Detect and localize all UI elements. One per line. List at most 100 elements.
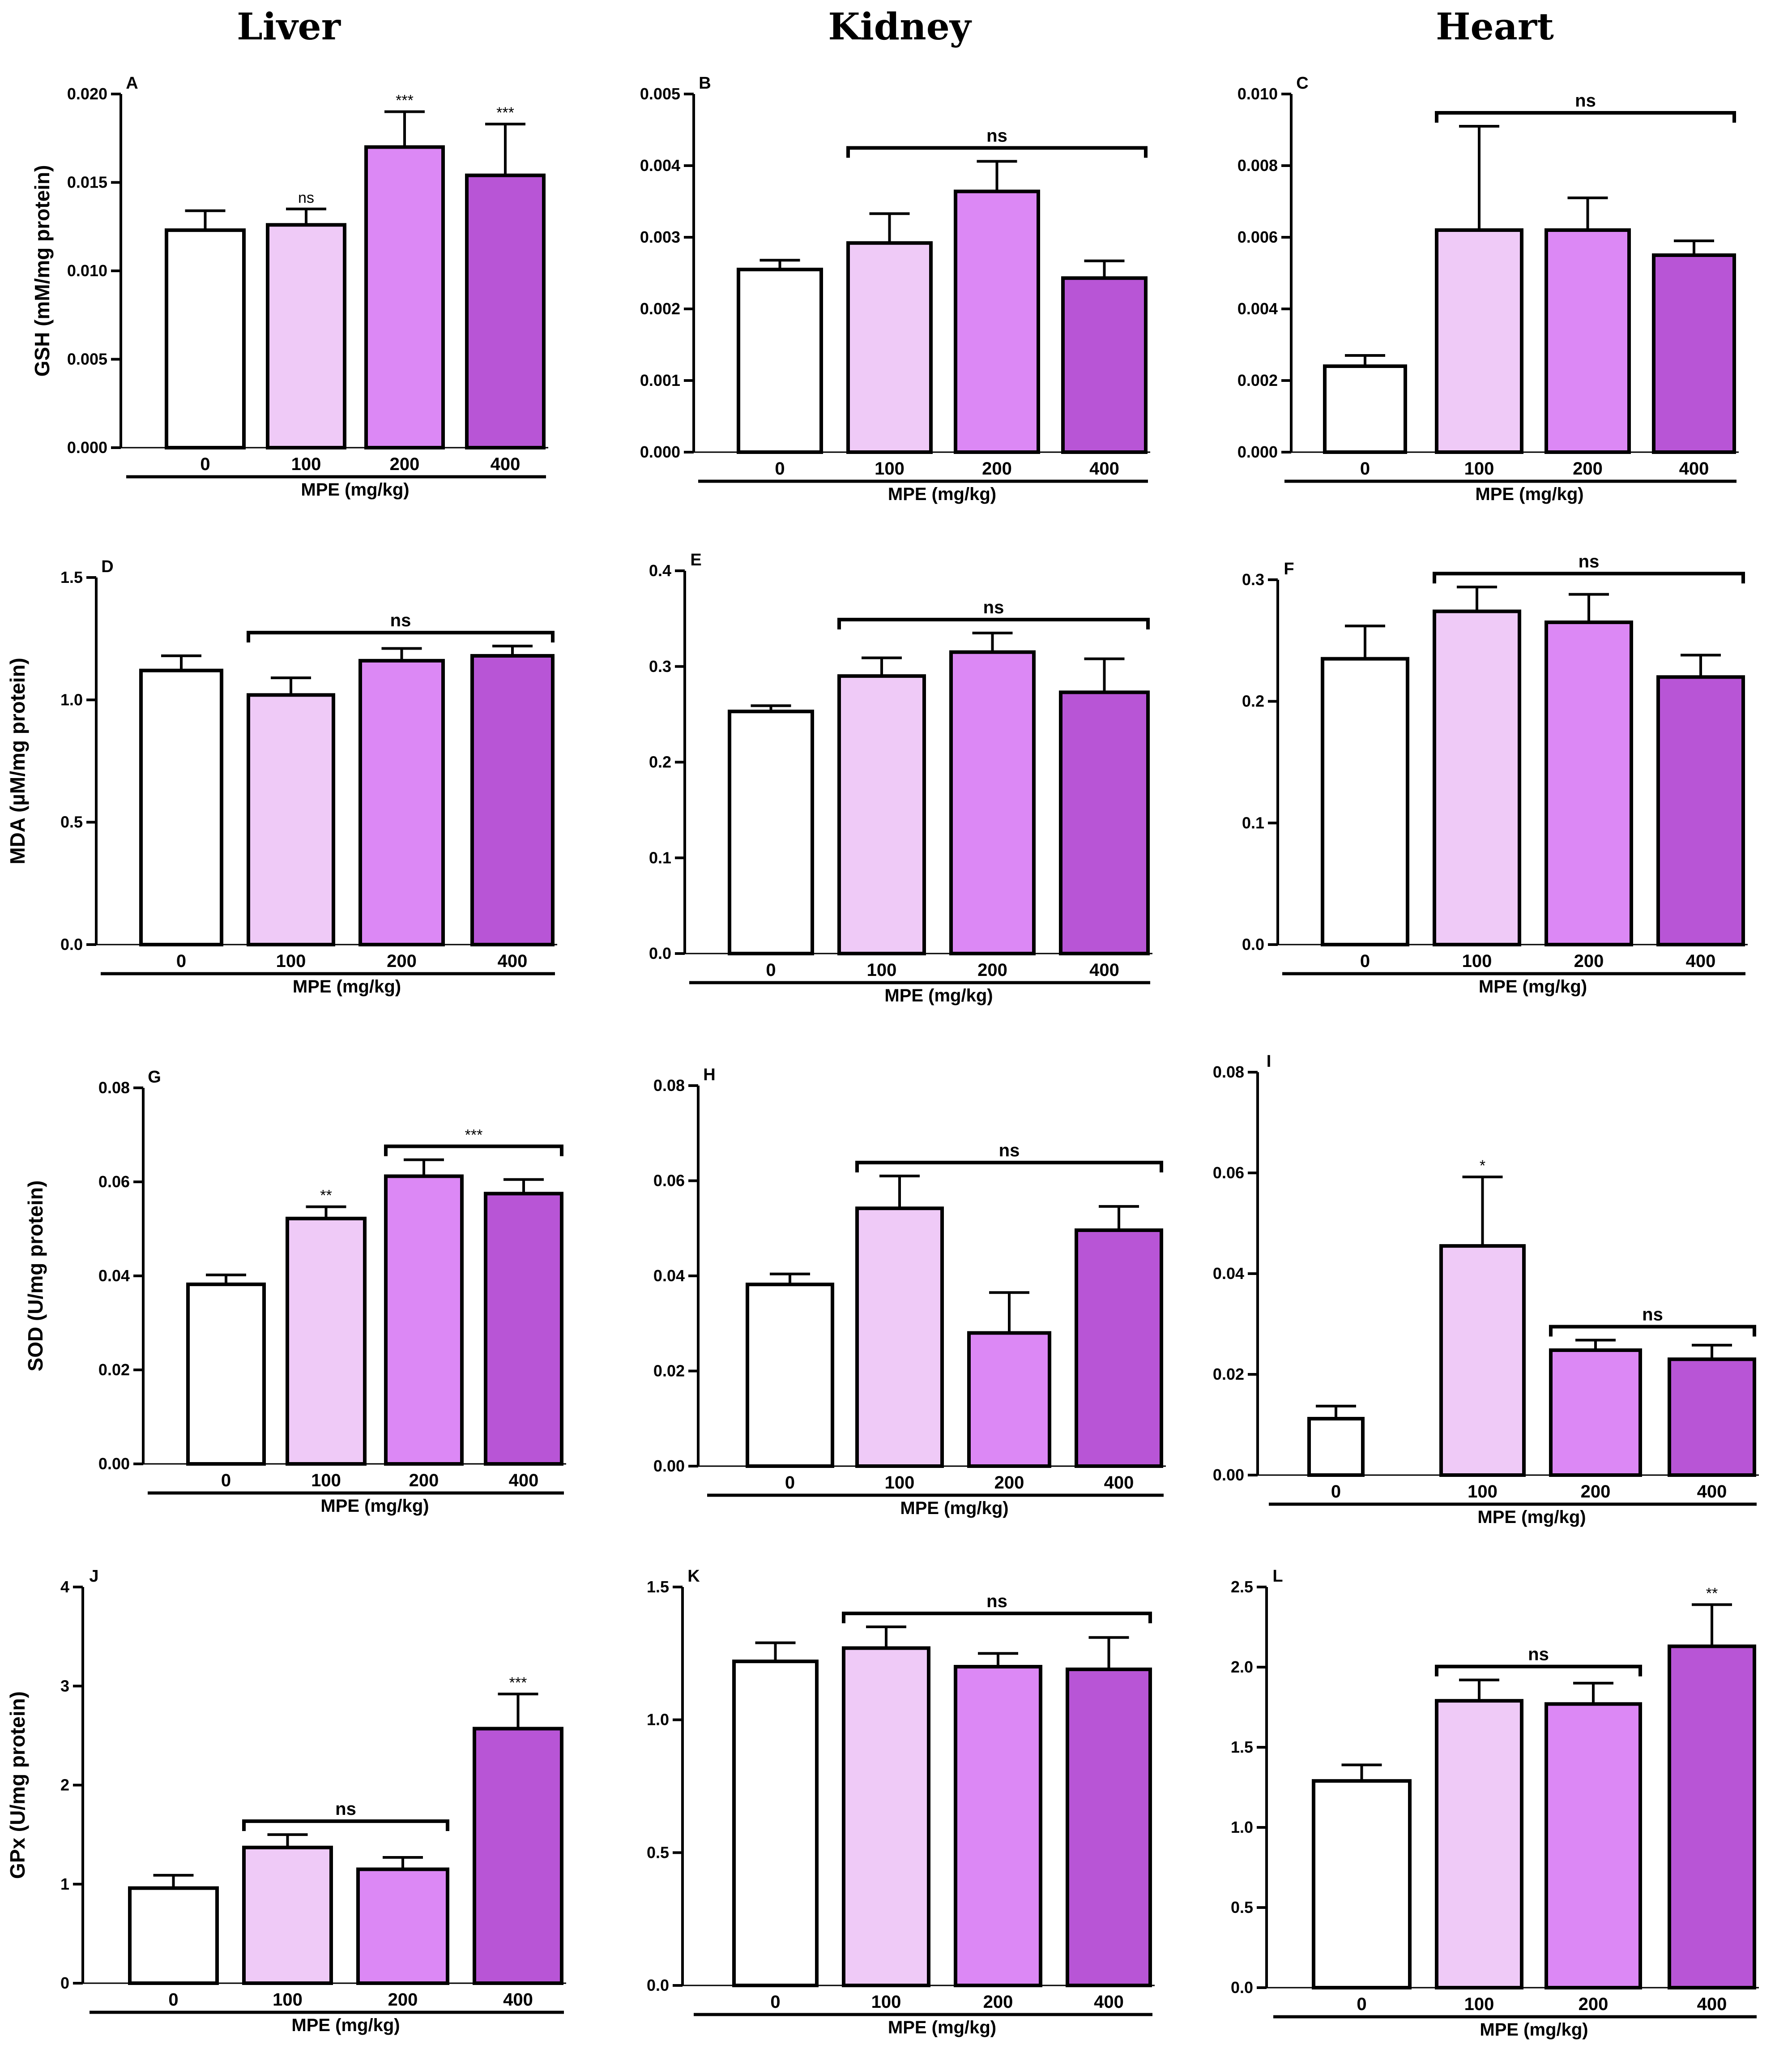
y-tick-label: 0.002 — [640, 299, 680, 318]
panel-letter: J — [89, 1567, 98, 1586]
chart-panel-d: D 0.0 0.5 1.0 1.5 MDA (µM/mg protein) 0 100 200 4… — [6, 557, 557, 997]
y-tick-label: 1.0 — [647, 1711, 669, 1729]
x-axis-title: MPE (mg/kg) — [888, 2018, 996, 2037]
y-tick-label: 0.00 — [98, 1454, 130, 1473]
bar-200 — [384, 1174, 464, 1466]
x-tick-label: 0 — [200, 454, 210, 474]
y-tick-label: 0.005 — [67, 350, 107, 368]
x-tick-label: 400 — [503, 1990, 533, 2010]
significance-label: ns — [1579, 552, 1600, 571]
column-title-heart: Heart — [1436, 5, 1554, 48]
chart-panel-h: H 0.00 0.02 0.04 0.06 0.08 0 100 200 400 MPE (mg/k… — [653, 1065, 1166, 1518]
y-tick-label: 0.020 — [67, 85, 107, 103]
y-tick-label: 2 — [60, 1776, 69, 1794]
y-tick-label: 2.5 — [1231, 1578, 1253, 1596]
x-tick-label: 0 — [766, 960, 776, 980]
y-tick-label: 0.3 — [1242, 570, 1264, 589]
significance-bracket — [1435, 1664, 1642, 1677]
x-tick-label: 100 — [1462, 951, 1492, 971]
x-tick-label: 100 — [273, 1990, 303, 2010]
bar-100 — [1439, 1244, 1526, 1477]
x-tick-label: 200 — [994, 1473, 1024, 1493]
bar-200 — [949, 650, 1036, 955]
y-tick-label: 0.1 — [1242, 813, 1264, 832]
significance-bracket — [837, 617, 1150, 629]
x-axis-title: MPE (mg/kg) — [1479, 977, 1587, 997]
y-tick-label: 0.015 — [67, 173, 107, 192]
bar-0 — [732, 1660, 819, 1987]
y-tick-label: 1.5 — [1231, 1738, 1253, 1756]
bar-200 — [954, 1665, 1042, 1987]
y-axis-title: SOD (U/mg protein) — [24, 1181, 47, 1372]
bar-400 — [1061, 276, 1148, 454]
y-tick-label: 0.0 — [1242, 935, 1264, 954]
y-tick-label: 0.02 — [653, 1362, 685, 1380]
bar-400 — [470, 654, 555, 946]
chart-panel-b: B 0.000 0.001 0.002 0.003 0.004 0.005 0 100 200 40… — [640, 74, 1150, 504]
significance-label: *** — [396, 92, 414, 109]
y-tick-label: 0.08 — [653, 1076, 685, 1095]
bar-200 — [1545, 228, 1631, 454]
y-axis-title: MDA (µM/mg protein) — [6, 658, 29, 864]
y-tick-label: 1.5 — [647, 1578, 669, 1596]
panel-letter: C — [1296, 74, 1308, 93]
x-tick-label: 200 — [982, 459, 1012, 479]
x-tick-label: 200 — [1579, 1994, 1609, 2014]
bar-0 — [165, 228, 246, 450]
significance-label: ns — [999, 1141, 1020, 1160]
chart-panel-c: C 0.000 0.002 0.004 0.006 0.008 0.010 0 100 200 40… — [1237, 74, 1739, 504]
column-title-kidney: Kidney — [828, 5, 972, 48]
x-tick-label: 0 — [770, 1992, 780, 2012]
x-tick-label: 200 — [1574, 951, 1604, 971]
bar-200 — [364, 145, 445, 449]
y-tick-label: 0.002 — [1237, 371, 1278, 389]
y-axis-title: GSH (mM/mg protein) — [30, 165, 54, 377]
significance-label: ns — [390, 611, 411, 630]
bar-100 — [1435, 228, 1523, 454]
x-tick-label: 0 — [775, 459, 785, 479]
x-axis-title: MPE (mg/kg) — [291, 2015, 400, 2035]
significance-label: ** — [1706, 1585, 1718, 1602]
significance-bracket — [842, 1612, 1152, 1623]
x-tick-label: 100 — [867, 960, 897, 980]
x-axis-title: MPE (mg/kg) — [1480, 2020, 1588, 2040]
chart-panel-a: A 0.000 0.005 0.010 0.015 0.020 GSH (mM/mg pro… — [30, 74, 548, 500]
x-tick-label: 200 — [983, 1992, 1013, 2012]
y-tick-label: 0.000 — [640, 443, 680, 461]
panel-letter: I — [1267, 1052, 1271, 1071]
significance-label: ns — [1575, 91, 1596, 111]
bar-400 — [465, 173, 546, 449]
bar-200 — [358, 659, 445, 947]
x-tick-label: 100 — [276, 951, 306, 971]
bar-100 — [247, 693, 335, 946]
y-tick-label: 0.08 — [1213, 1063, 1244, 1081]
y-tick-label: 0.0 — [1231, 1978, 1253, 1997]
bar-200 — [356, 1867, 449, 1985]
x-tick-label: 0 — [1360, 951, 1370, 971]
x-tick-label: 400 — [498, 951, 528, 971]
x-axis-title: MPE (mg/kg) — [900, 1498, 1008, 1518]
significance-bracket — [855, 1160, 1163, 1172]
panel-letter: L — [1272, 1567, 1283, 1586]
chart-panel-j: J 0 1 2 3 4 GPx (U/mg protein) 0 100 200 400 MPE (m… — [6, 1567, 566, 2035]
bar-0 — [1321, 657, 1409, 947]
y-tick-label: 0.5 — [647, 1843, 669, 1861]
x-tick-label: 0 — [221, 1471, 231, 1490]
y-tick-label: 1.0 — [60, 690, 83, 709]
bar-400 — [1656, 675, 1745, 947]
y-tick-label: 0.010 — [1237, 85, 1278, 103]
x-axis-title: MPE (mg/kg) — [1477, 1507, 1586, 1527]
significance-label: ns — [1642, 1305, 1663, 1325]
y-tick-label: 0.0 — [60, 935, 83, 954]
x-tick-label: 400 — [1679, 459, 1709, 479]
x-tick-label: 200 — [388, 1990, 418, 2010]
x-tick-label: 100 — [885, 1473, 915, 1493]
significance-label: ns — [1528, 1645, 1549, 1664]
bar-400 — [1059, 690, 1150, 955]
y-tick-label: 0.008 — [1237, 156, 1278, 175]
significance-bracket — [247, 631, 555, 643]
y-tick-label: 0.00 — [1213, 1466, 1244, 1484]
y-tick-label: 0.004 — [1237, 299, 1278, 318]
x-tick-label: 0 — [1360, 459, 1370, 479]
